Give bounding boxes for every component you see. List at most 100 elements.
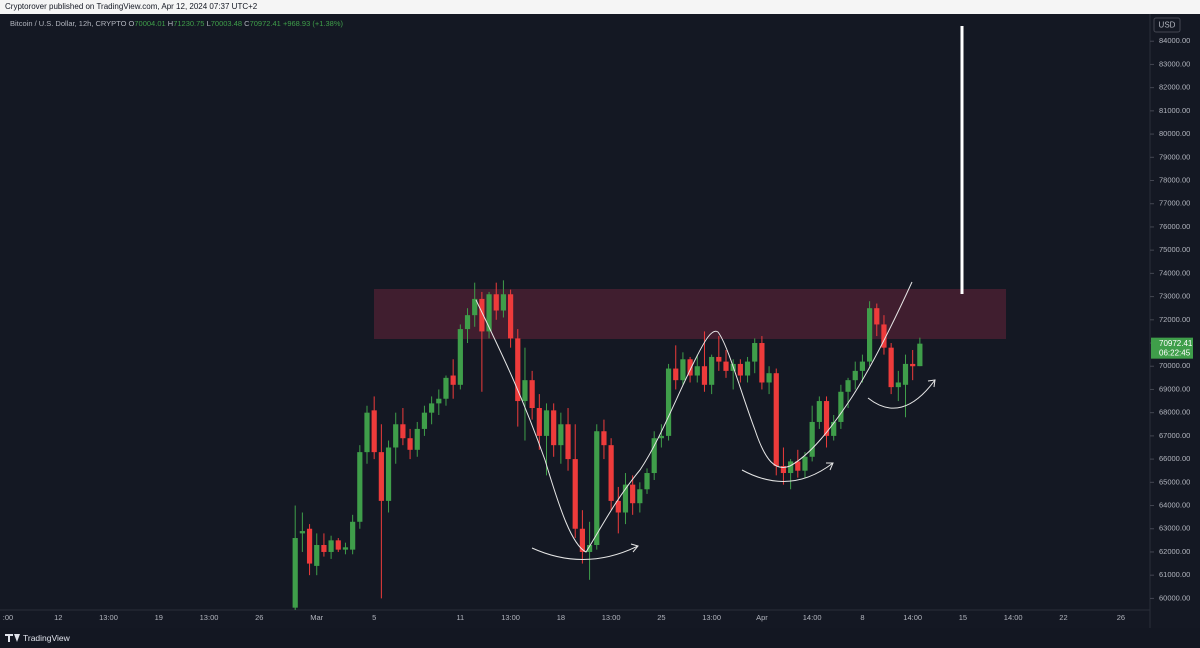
x-tick-label: 13:00 [702, 613, 721, 622]
candle-body [371, 410, 377, 453]
arc-arrow [867, 379, 936, 409]
candle-body [565, 424, 571, 460]
countdown: 06:22:45 [1159, 348, 1191, 357]
candle-body [895, 382, 901, 388]
candle-body [608, 445, 614, 501]
y-tick-label: 77000.00 [1159, 199, 1190, 208]
x-tick-label: 13:00 [602, 613, 621, 622]
y-tick-label: 72000.00 [1159, 315, 1190, 324]
candle-body [709, 356, 715, 385]
ohlc-letter: H [168, 19, 173, 28]
candle-body [385, 447, 392, 501]
candle-body [443, 377, 449, 399]
candle-body [845, 380, 851, 392]
candle-body [780, 466, 787, 474]
candle-body [335, 540, 341, 550]
brand-logo [5, 634, 20, 642]
candle-body [816, 401, 822, 422]
y-tick-label: 78000.00 [1159, 175, 1190, 184]
candle-body [637, 489, 643, 504]
candle-body [716, 356, 722, 362]
x-tick-label: 15 [959, 613, 967, 622]
candle-body [902, 363, 909, 385]
y-tick-label: 66000.00 [1159, 454, 1190, 463]
x-tick-label: 12 [54, 613, 62, 622]
symbol: Bitcoin / U.S. Dollar, 12h, CRYPTO [10, 19, 127, 28]
candle-body [493, 294, 499, 311]
candle-body [421, 412, 428, 429]
candle-body [543, 410, 550, 436]
x-tick-label: 13:00 [99, 613, 118, 622]
y-tick-label: 73000.00 [1159, 292, 1190, 301]
candle-body [752, 343, 758, 362]
candle-body [407, 438, 413, 450]
close-value: 70972.41 [250, 19, 281, 28]
x-tick-label: 11 [456, 613, 464, 622]
candle-body [917, 343, 923, 367]
y-tick-label: 80000.00 [1159, 129, 1190, 138]
candle-body [508, 294, 514, 339]
candle-body [299, 531, 305, 534]
candle-body [529, 380, 535, 409]
x-tick-label: 14:00 [1004, 613, 1023, 622]
candle-body [522, 380, 528, 402]
candle-body [687, 359, 693, 376]
x-tick-label: 13:00 [200, 613, 219, 622]
currency: USD [1159, 21, 1176, 30]
arrow-head [826, 462, 834, 471]
candle-body [737, 363, 743, 376]
candle-body [429, 403, 435, 413]
candle-body [328, 540, 334, 552]
candle-body [658, 435, 664, 439]
candle-body [651, 438, 657, 474]
y-tick-label: 79000.00 [1159, 152, 1190, 161]
candle-body [888, 347, 894, 388]
candle-body [701, 366, 708, 385]
legend: Bitcoin / U.S. Dollar, 12h, CRYPTO O7000… [10, 19, 343, 28]
y-tick-label: 62000.00 [1159, 547, 1190, 556]
candle-body [673, 368, 679, 381]
candle-body [630, 484, 636, 504]
x-tick-label: 5 [372, 613, 376, 622]
candle-body [400, 424, 406, 439]
candle-body [852, 370, 858, 381]
candle-body [350, 521, 356, 550]
y-tick-label: 67000.00 [1159, 431, 1190, 440]
x-tick-label: 19 [155, 613, 163, 622]
candle-body [536, 408, 542, 436]
candle-body [795, 461, 801, 471]
candle-body [594, 431, 600, 545]
price-path-sketch [475, 281, 913, 553]
candle-body [723, 361, 729, 371]
publisher: Cryptorover published on TradingView.com… [5, 2, 258, 11]
x-tick-label: 22 [1059, 613, 1067, 622]
candle-body [680, 359, 686, 381]
x-tick-label: 26 [1117, 613, 1125, 622]
y-tick-label: 70000.00 [1159, 361, 1190, 370]
candle-body [910, 363, 916, 367]
candle-body [881, 324, 887, 348]
candle-body [601, 431, 607, 446]
candle-body [644, 473, 650, 490]
arrow-head [927, 379, 936, 388]
currency-box [1153, 17, 1181, 33]
x-tick-label: 26 [255, 613, 263, 622]
arc-arrow [531, 545, 639, 560]
arc-arrow [741, 462, 834, 482]
open-value: 70004.01 [134, 19, 165, 28]
y-tick-label: 81000.00 [1159, 106, 1190, 115]
candle-body [292, 538, 298, 608]
x-tick-label: 25 [657, 613, 665, 622]
x-tick-label: 8 [860, 613, 864, 622]
low-value: 70003.48 [211, 19, 242, 28]
last-price: 70972.41 [1159, 339, 1193, 348]
y-tick-label: 61000.00 [1159, 570, 1190, 579]
candle-body [694, 366, 700, 376]
x-tick-label: :00 [3, 613, 13, 622]
candles [292, 280, 923, 610]
y-tick-label: 60000.00 [1159, 593, 1190, 602]
candle-body [665, 368, 672, 436]
candle-body [306, 528, 313, 564]
candle-body [788, 461, 794, 474]
